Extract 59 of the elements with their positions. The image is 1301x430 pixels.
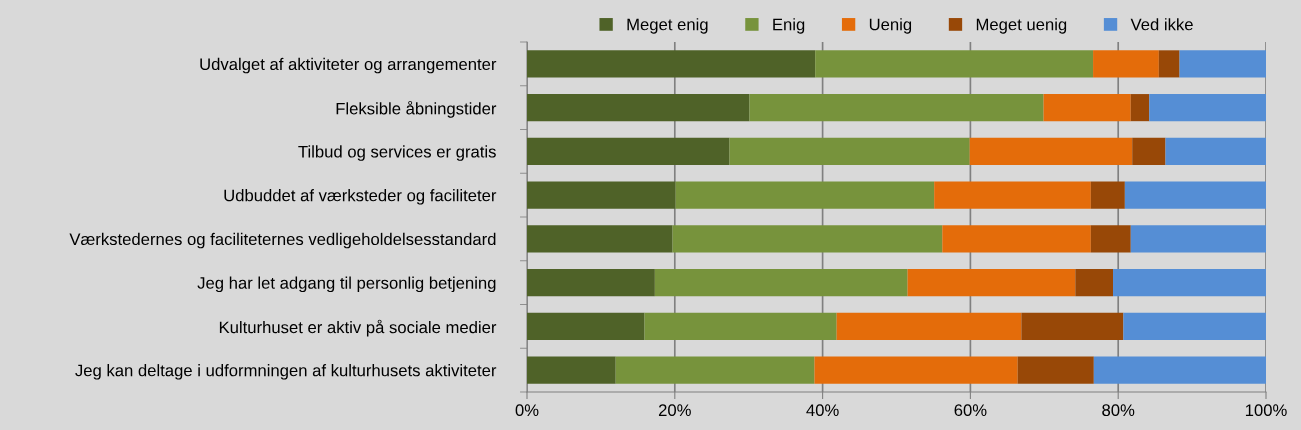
bar (1130, 225, 1266, 253)
x-tick-label: 60% (954, 404, 987, 417)
bar (1124, 181, 1266, 209)
y-tick-label: Jeg har let adgang til personlig betjening (197, 276, 496, 293)
bar (1017, 356, 1094, 384)
y-tick-label: Udvalget af aktiviteter og arrangementer (200, 57, 497, 74)
bar (1130, 94, 1150, 122)
bar (907, 269, 1076, 297)
bar (942, 225, 1091, 253)
bar (527, 225, 673, 253)
bar (934, 181, 1091, 209)
y-tick-label: Værkstedernes og faciliteternes vedligeholdelsesstandard (69, 232, 496, 249)
y-tick-label: Jeg kan deltage i udformningen af kulturhusets aktiviteter (75, 364, 497, 380)
bar (1090, 181, 1125, 209)
legend-label: Meget enig (627, 18, 708, 34)
bar (1132, 137, 1166, 165)
bar (1090, 225, 1131, 253)
bar (527, 94, 750, 122)
bar (1113, 269, 1266, 297)
bar (1093, 356, 1266, 384)
bar (729, 137, 970, 165)
bar (527, 312, 645, 340)
bar (1165, 137, 1266, 165)
bar (1075, 269, 1114, 297)
y-tick-label: Tilbud og services er gratis (298, 145, 496, 161)
bar (527, 269, 655, 297)
x-tick-label: 0% (515, 404, 539, 417)
bar (814, 356, 1018, 384)
bar (644, 312, 837, 340)
legend-label: Meget uenig (976, 18, 1067, 34)
bar (527, 181, 676, 209)
bar (675, 181, 935, 209)
x-tick-label: 80% (1102, 404, 1135, 417)
x-tick-label: 40% (806, 404, 839, 417)
bar (1093, 50, 1159, 78)
bar (527, 356, 616, 384)
legend-label: Enig (773, 18, 805, 34)
bar (836, 312, 1022, 340)
bar (1158, 50, 1180, 78)
bar (749, 94, 1044, 122)
bar (527, 137, 730, 165)
legend-label: Ved ikke (1130, 18, 1193, 31)
bar (654, 269, 908, 297)
y-tick-label: Kulturhuset er aktiv på sociale medier (219, 319, 497, 337)
x-tick-label: 100% (1245, 404, 1287, 417)
bar (969, 137, 1133, 165)
bar (1043, 94, 1131, 122)
bar (1123, 312, 1266, 340)
x-tick-label: 20% (658, 404, 691, 417)
y-tick-label: Fleksible åbningstider (336, 100, 497, 118)
bar (527, 50, 816, 78)
bar (815, 50, 1094, 78)
legend-label: Uenig (869, 18, 912, 34)
bar (1021, 312, 1124, 340)
bar (1149, 94, 1266, 122)
bar (672, 225, 943, 253)
bar (1179, 50, 1266, 78)
bar (615, 356, 815, 384)
y-tick-label: Udbuddet af værksteder og faciliteter (224, 189, 497, 205)
